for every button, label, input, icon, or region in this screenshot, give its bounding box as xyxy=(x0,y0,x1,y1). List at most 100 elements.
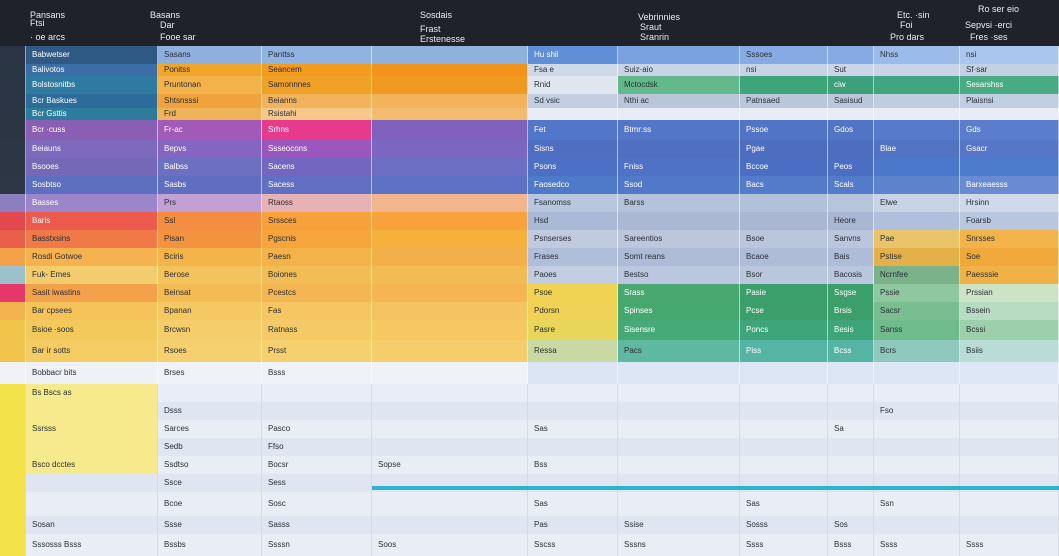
table-cell[interactable]: Rsoes xyxy=(158,340,262,362)
row-label[interactable] xyxy=(26,474,158,492)
table-cell[interactable]: Sanvns xyxy=(828,230,874,248)
table-row[interactable]: Bcr Baskues Shtsnsssi Beianns Sd vsic Nthi a… xyxy=(0,94,1059,108)
row-label[interactable]: Bobbacr bits xyxy=(26,362,158,384)
table-cell[interactable]: Soe xyxy=(960,248,1059,266)
table-cell[interactable] xyxy=(372,384,528,402)
table-cell[interactable]: Boiones xyxy=(262,266,372,284)
row-label[interactable]: Fuk- Emes xyxy=(26,266,158,284)
table-cell[interactable]: Sisensre xyxy=(618,320,740,340)
table-cell[interactable]: Fso xyxy=(874,402,960,420)
table-row[interactable]: Bcoe Sosc Sas Sas Ssn xyxy=(0,492,1059,516)
table-cell[interactable] xyxy=(960,402,1059,420)
row-label[interactable]: Bsooes xyxy=(26,158,158,176)
header-label[interactable]: Ro ser eio xyxy=(978,4,1020,14)
table-row[interactable]: Sedb Ffso xyxy=(0,438,1059,456)
table-row[interactable]: Babwetser Sasans Panttss Hu shii Sssoes Nhss n… xyxy=(0,46,1059,64)
table-cell[interactable]: Bssein xyxy=(960,302,1059,320)
table-cell[interactable]: Sas xyxy=(528,420,618,438)
table-cell[interactable]: Bocsr xyxy=(262,456,372,474)
table-cell[interactable]: Sisns xyxy=(528,140,618,158)
table-cell[interactable] xyxy=(372,108,528,120)
table-cell[interactable]: Bciris xyxy=(158,248,262,266)
table-cell[interactable]: Rsistahi xyxy=(262,108,372,120)
table-cell[interactable] xyxy=(0,320,26,340)
table-row[interactable]: Beiauns Bepvs Ssseocons Sisns Pgae Blae Gsacr xyxy=(0,140,1059,158)
row-label[interactable] xyxy=(26,492,158,516)
table-cell[interactable] xyxy=(372,158,528,176)
table-cell[interactable] xyxy=(960,456,1059,474)
table-cell[interactable] xyxy=(828,194,874,212)
table-cell[interactable] xyxy=(372,230,528,248)
table-cell[interactable] xyxy=(740,384,828,402)
table-cell[interactable] xyxy=(960,420,1059,438)
table-cell[interactable] xyxy=(0,76,26,94)
table-cell[interactable] xyxy=(740,194,828,212)
table-cell[interactable] xyxy=(262,384,372,402)
row-label[interactable]: Ssrsss xyxy=(26,420,158,438)
table-row[interactable]: Bcr ·cuss Fr-ac Srhns Fet Btmr:ss Pssoe Gdos Gd… xyxy=(0,120,1059,140)
table-cell[interactable]: Mctocdsk xyxy=(618,76,740,94)
table-cell[interactable]: Sopse xyxy=(372,456,528,474)
table-cell[interactable]: Fas xyxy=(262,302,372,320)
table-cell[interactable]: Sasss xyxy=(262,516,372,534)
table-cell[interactable] xyxy=(0,176,26,194)
table-cell[interactable] xyxy=(372,212,528,230)
table-cell[interactable]: Paesssie xyxy=(960,266,1059,284)
table-cell[interactable]: Bcrs xyxy=(874,340,960,362)
table-cell[interactable]: Pasie xyxy=(740,284,828,302)
header-label[interactable]: Basans xyxy=(150,10,181,20)
table-cell[interactable]: Sut xyxy=(828,64,874,76)
table-cell[interactable] xyxy=(874,64,960,76)
table-row[interactable]: Baris Ssl Srssces Hsd Heore Foarsb xyxy=(0,212,1059,230)
table-cell[interactable]: Sacens xyxy=(262,158,372,176)
table-cell[interactable] xyxy=(372,302,528,320)
table-cell[interactable]: Peos xyxy=(828,158,874,176)
table-cell[interactable]: Sarces xyxy=(158,420,262,438)
table-cell[interactable]: Beinsat xyxy=(158,284,262,302)
table-cell[interactable]: Bsss xyxy=(828,534,874,556)
table-cell[interactable]: Pasco xyxy=(262,420,372,438)
table-cell[interactable]: Hsd xyxy=(528,212,618,230)
table-cell[interactable] xyxy=(874,94,960,108)
table-cell[interactable]: Fet xyxy=(528,120,618,140)
table-row[interactable]: Rosdi Gotwoe Bciris Paesn Frases Somt reans B… xyxy=(0,248,1059,266)
table-cell[interactable]: Prssian xyxy=(960,284,1059,302)
table-cell[interactable] xyxy=(874,120,960,140)
table-cell[interactable]: Ssce xyxy=(158,474,262,492)
table-cell[interactable] xyxy=(618,140,740,158)
table-cell[interactable] xyxy=(0,46,26,64)
table-cell[interactable]: Sosss xyxy=(740,516,828,534)
row-label[interactable]: Bsco dcctes xyxy=(26,456,158,474)
table-cell[interactable] xyxy=(618,438,740,456)
table-cell[interactable]: Ssgse xyxy=(828,284,874,302)
table-cell[interactable] xyxy=(0,516,26,534)
table-cell[interactable]: Sanss xyxy=(874,320,960,340)
table-cell[interactable] xyxy=(740,420,828,438)
table-cell[interactable]: Srass xyxy=(618,284,740,302)
table-cell[interactable] xyxy=(372,420,528,438)
header-label[interactable]: Fres ·ses xyxy=(970,32,1008,42)
table-cell[interactable] xyxy=(0,302,26,320)
table-cell[interactable] xyxy=(372,362,528,384)
table-cell[interactable] xyxy=(960,492,1059,516)
table-cell[interactable]: Pas xyxy=(528,516,618,534)
table-cell[interactable] xyxy=(828,492,874,516)
table-cell[interactable] xyxy=(372,340,528,362)
table-cell[interactable] xyxy=(0,120,26,140)
table-cell[interactable] xyxy=(874,158,960,176)
table-cell[interactable]: Psoe xyxy=(528,284,618,302)
table-cell[interactable]: Bccoe xyxy=(740,158,828,176)
table-cell[interactable]: Suiz·aio xyxy=(618,64,740,76)
table-cell[interactable]: Barxeaesss xyxy=(960,176,1059,194)
table-cell[interactable]: Spinses xyxy=(618,302,740,320)
table-cell[interactable] xyxy=(828,362,874,384)
table-cell[interactable] xyxy=(874,384,960,402)
table-row[interactable]: Bobbacr bits Brses Bsss xyxy=(0,362,1059,384)
table-cell[interactable] xyxy=(828,438,874,456)
table-cell[interactable]: Ssn xyxy=(874,492,960,516)
table-cell[interactable]: Brses xyxy=(158,362,262,384)
table-cell[interactable] xyxy=(372,284,528,302)
header-label[interactable]: Sraut xyxy=(640,22,662,32)
table-cell[interactable]: Bsor xyxy=(740,266,828,284)
header-label[interactable]: Fooe sar xyxy=(160,32,196,42)
